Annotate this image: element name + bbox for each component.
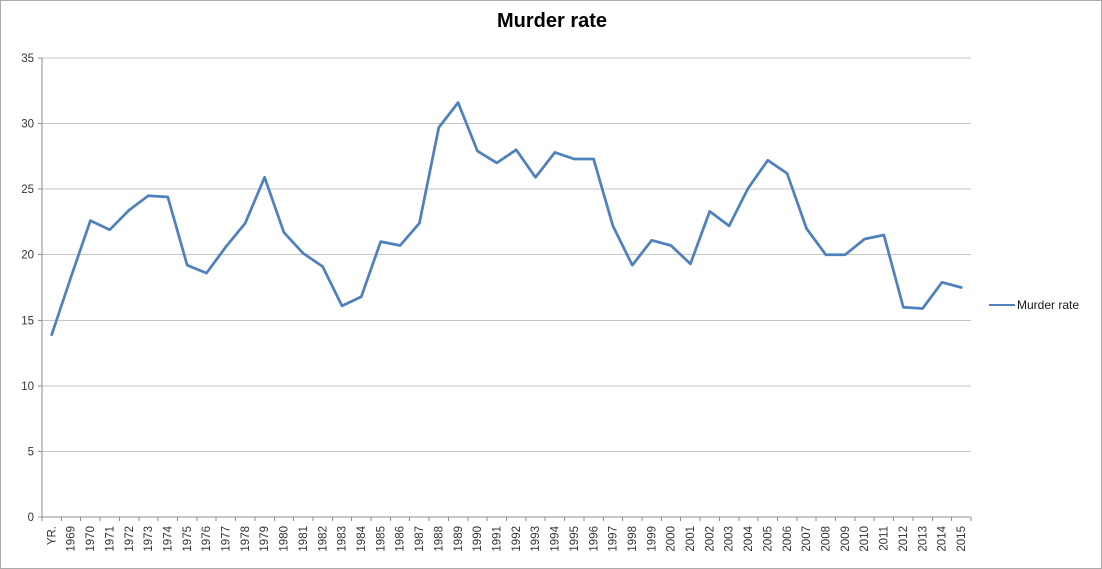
x-tick-label: 1973 [143, 526, 155, 552]
x-tick-label: 2005 [762, 526, 774, 552]
x-tick-label: 2008 [821, 526, 833, 552]
x-tick-label: 1983 [337, 526, 349, 552]
x-tick-label: 2001 [685, 526, 697, 552]
x-tick-label: 1979 [259, 526, 271, 552]
x-tick-label: 1990 [472, 526, 484, 552]
x-tick-label: 2015 [956, 526, 968, 552]
x-tick-label: 1972 [124, 526, 136, 552]
y-tick-label: 20 [21, 250, 34, 262]
legend-label: Murder rate [1017, 298, 1080, 312]
x-tick-label: 1971 [104, 526, 116, 552]
x-tick-label: 1984 [356, 525, 368, 551]
y-tick-label: 35 [21, 53, 34, 65]
x-tick-label: 1969 [66, 526, 78, 552]
y-tick-label: 10 [21, 381, 34, 393]
x-tick-label: 1978 [240, 526, 252, 552]
x-tick-label: 2009 [840, 526, 852, 552]
x-tick-label: 1981 [298, 526, 310, 552]
x-tick-label: 1998 [627, 526, 639, 552]
x-tick-label: 1987 [414, 526, 426, 552]
x-tick-label: 1986 [395, 526, 407, 552]
x-tick-label: 1996 [588, 526, 600, 552]
x-tick-label: 1995 [569, 526, 581, 552]
x-tick-label: 1991 [492, 526, 504, 552]
x-tick-label: 2010 [859, 526, 871, 552]
x-tick-label: 1982 [317, 526, 329, 552]
x-tick-label: 2007 [801, 526, 813, 552]
x-tick-label: 1976 [201, 526, 213, 552]
legend: Murder rate [989, 298, 1079, 312]
x-tick-label: 1999 [646, 526, 658, 552]
x-tick-label: 2014 [937, 525, 949, 551]
y-tick-label: 15 [21, 315, 34, 327]
chart-title: Murder rate [496, 10, 608, 32]
x-tick-label: 1977 [221, 526, 233, 552]
x-tick-label: 1985 [375, 526, 387, 552]
x-tick-label: 2000 [666, 526, 678, 552]
x-tick-label: 1975 [182, 526, 194, 552]
x-tick-label: 2012 [898, 526, 910, 552]
x-tick-label: 1992 [511, 526, 523, 552]
x-tick-label: 1989 [453, 526, 465, 552]
y-tick-label: 25 [21, 184, 34, 196]
murder-rate-series-line [50, 101, 963, 337]
legend-line-marker [989, 304, 1015, 306]
x-tick-label: 1970 [85, 526, 97, 552]
x-tick-label: 1988 [433, 526, 445, 552]
x-tick-label: 2003 [724, 526, 736, 552]
x-tick-label: 1997 [608, 526, 620, 552]
x-tick-label: 1980 [279, 526, 291, 552]
x-tick-label: 1994 [550, 525, 562, 551]
x-tick-label: 1993 [530, 526, 542, 552]
x-tick-label: 2006 [782, 526, 794, 552]
y-tick-label: 5 [28, 446, 34, 458]
y-tick-label: 0 [28, 512, 34, 524]
x-tick-label: 2011 [879, 526, 891, 551]
y-tick-label: 30 [21, 119, 34, 131]
x-tick-label: 2004 [743, 525, 755, 551]
x-tick-label: 2002 [704, 526, 716, 552]
x-tick-label: 1974 [162, 525, 174, 551]
x-tick-label: YR. [46, 526, 58, 545]
x-tick-label: 2013 [917, 526, 929, 552]
